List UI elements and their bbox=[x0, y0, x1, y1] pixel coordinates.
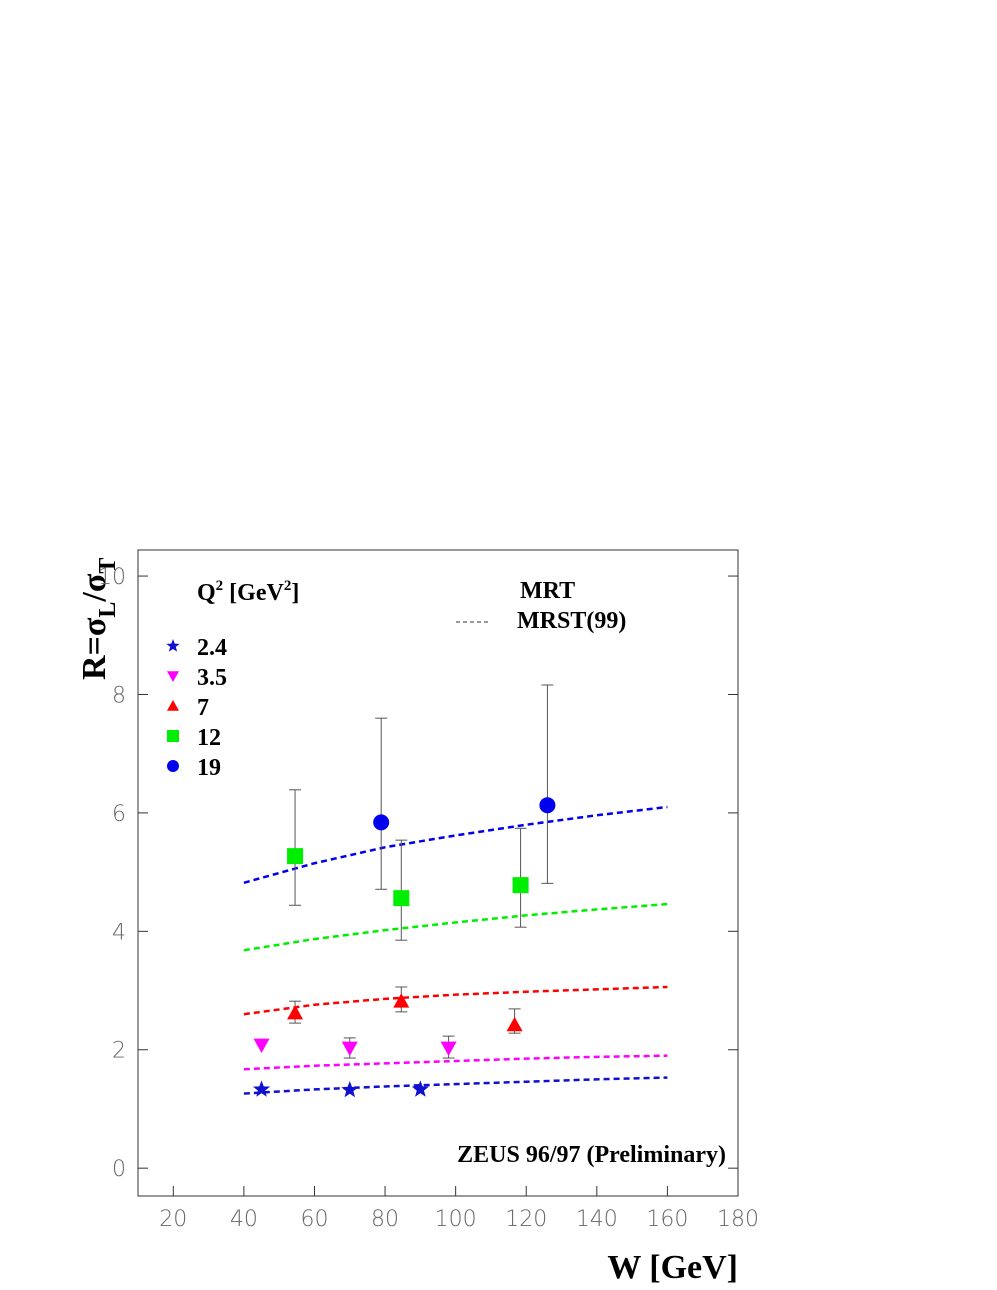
legend-marker bbox=[167, 760, 179, 772]
model-curve bbox=[243, 805, 668, 884]
y-label-sub: L bbox=[95, 602, 121, 618]
x-tick-label: 160 bbox=[646, 1207, 688, 1232]
y-tick-label: 10 bbox=[98, 565, 126, 590]
y-tick-label: 4 bbox=[112, 920, 126, 945]
data-point bbox=[539, 797, 556, 814]
data-point bbox=[393, 890, 410, 907]
data-point bbox=[341, 1041, 358, 1056]
data-point bbox=[440, 1041, 457, 1056]
data-point bbox=[252, 1080, 271, 1097]
x-tick-label: 140 bbox=[576, 1207, 618, 1232]
legend-marker bbox=[167, 700, 179, 711]
legend-label: 2.4 bbox=[197, 635, 227, 661]
y-label-sub: T bbox=[95, 558, 121, 574]
legend-title-part: [GeV bbox=[223, 580, 284, 606]
legend-marker bbox=[167, 671, 179, 682]
model-curve bbox=[243, 902, 668, 952]
legend-marker bbox=[167, 730, 179, 742]
data-point bbox=[393, 993, 410, 1008]
y-label-part: /σ bbox=[76, 573, 113, 602]
model-curve bbox=[243, 1054, 668, 1071]
data-point bbox=[373, 814, 390, 831]
model-curve bbox=[243, 985, 668, 1016]
legend-marker bbox=[166, 639, 180, 652]
x-tick-label: 120 bbox=[505, 1207, 547, 1232]
legend-label: 19 bbox=[197, 755, 221, 781]
legend-title-sup: 2 bbox=[284, 578, 292, 594]
data-point bbox=[253, 1038, 270, 1054]
data-point bbox=[341, 1081, 359, 1098]
model-label: MRST(99) bbox=[517, 608, 626, 634]
y-tick-label: 6 bbox=[112, 802, 126, 827]
legend-title-part: Q bbox=[197, 580, 216, 606]
y-tick-label: 0 bbox=[112, 1157, 126, 1182]
legend-label: 3.5 bbox=[197, 665, 227, 691]
plot-frame bbox=[137, 549, 739, 1197]
data-point bbox=[512, 877, 529, 894]
data-point bbox=[287, 848, 304, 865]
legend-title-part: ] bbox=[291, 580, 299, 606]
y-axis-label: R=σL/σT bbox=[76, 558, 121, 680]
y-label-part: R=σ bbox=[76, 617, 113, 680]
legend-label: 12 bbox=[197, 725, 221, 751]
data-point bbox=[506, 1016, 523, 1032]
data-point bbox=[411, 1080, 429, 1097]
x-tick-label: 180 bbox=[717, 1207, 759, 1232]
legend-title-sup: 2 bbox=[216, 578, 224, 594]
y-tick-label: 2 bbox=[112, 1039, 126, 1064]
x-tick-label: 100 bbox=[435, 1207, 477, 1232]
x-tick-label: 60 bbox=[300, 1207, 328, 1232]
model-label: MRT bbox=[520, 578, 575, 604]
model-curve bbox=[243, 1076, 668, 1095]
y-tick-label: 8 bbox=[112, 683, 126, 708]
x-tick-label: 80 bbox=[371, 1207, 399, 1232]
x-tick-label: 20 bbox=[159, 1207, 187, 1232]
x-tick-label: 40 bbox=[230, 1207, 258, 1232]
x-axis-label: W [GeV] bbox=[607, 1249, 738, 1286]
data-point bbox=[287, 1005, 304, 1020]
legend-label: 7 bbox=[197, 695, 209, 721]
annotation: ZEUS 96/97 (Preliminary) bbox=[457, 1142, 726, 1168]
legend-title: Q2 [GeV2] bbox=[197, 578, 299, 606]
